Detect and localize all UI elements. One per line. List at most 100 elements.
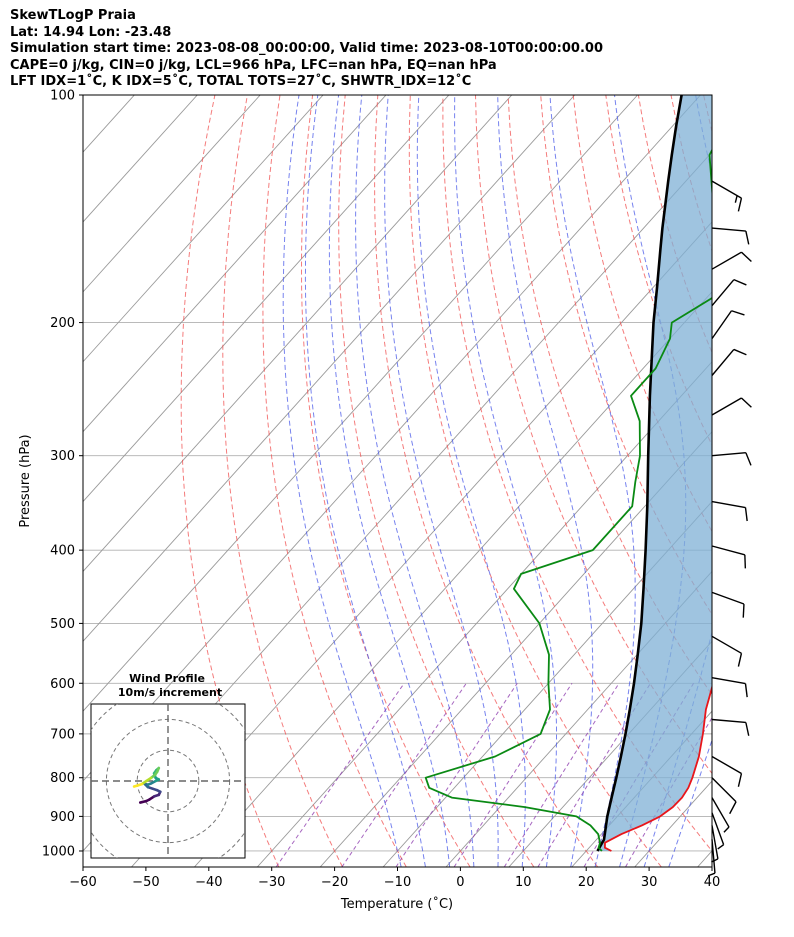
wind-barbs bbox=[707, 180, 752, 877]
wind-barb bbox=[711, 310, 745, 340]
isotherm bbox=[83, 95, 387, 433]
barb-staff bbox=[711, 349, 735, 376]
wind-barb bbox=[711, 677, 748, 698]
y-tick-label: 700 bbox=[50, 727, 75, 742]
wind-barb bbox=[711, 777, 737, 815]
moist-adiabat bbox=[304, 95, 426, 867]
barb-staff bbox=[711, 500, 746, 509]
x-tick-label: −60 bbox=[69, 875, 96, 890]
profile-layer bbox=[424, 95, 712, 852]
axes: −60 −50 −40 −30 −20 −10 0 10 20 30 40 100 200 300 400 5… bbox=[42, 89, 720, 891]
moist-adiabat bbox=[282, 95, 402, 867]
moist-adiabat bbox=[497, 95, 594, 867]
hodograph-plot bbox=[91, 704, 245, 858]
hodograph-ring bbox=[136, 749, 200, 813]
stability-line: CAPE=0 j/kg, CIN=0 j/kg, LCL=966 hPa, LF… bbox=[10, 57, 497, 73]
barb-half-flag bbox=[717, 844, 725, 850]
x-tick-label: 0 bbox=[456, 875, 464, 890]
moist-adiabat bbox=[355, 95, 475, 867]
barb-staff bbox=[711, 591, 745, 605]
barb-staff bbox=[711, 279, 735, 307]
y-tick-label: 1000 bbox=[42, 844, 75, 859]
mixing-ratio-line bbox=[503, 683, 620, 867]
barb-staff bbox=[711, 310, 733, 340]
wind-barb bbox=[711, 227, 750, 245]
dry-adiabat bbox=[222, 95, 343, 867]
barb-flag bbox=[740, 397, 752, 408]
wind-barb bbox=[707, 839, 716, 877]
y-tick-label: 300 bbox=[50, 449, 75, 464]
moist-adiabat bbox=[328, 95, 451, 867]
y-tick-label: 900 bbox=[50, 810, 75, 825]
moist-adiabat bbox=[549, 95, 636, 867]
dry-adiabat bbox=[338, 95, 535, 867]
hodograph-segment bbox=[132, 784, 139, 788]
time-line: Simulation start time: 2023-08-08_00:00:… bbox=[10, 41, 603, 56]
barb-flag bbox=[733, 279, 747, 286]
chart-title: SkewTLogP Praia bbox=[10, 8, 136, 23]
mixing-ratio-line bbox=[395, 683, 518, 867]
barb-staff bbox=[711, 545, 746, 556]
dry-adiabat bbox=[703, 95, 712, 134]
isotherm bbox=[319, 430, 712, 867]
barb-flag bbox=[737, 653, 743, 667]
isotherm bbox=[83, 95, 261, 293]
wind-barb bbox=[711, 500, 748, 522]
mixing-ratio-line bbox=[453, 683, 573, 867]
dry-adiabat bbox=[507, 95, 712, 696]
index-line: LFT IDX=1˚C, K IDX=5˚C, TOTAL TOTS=27˚C,… bbox=[10, 74, 472, 89]
barb-half-flag bbox=[734, 195, 738, 203]
barb-flag bbox=[733, 348, 747, 356]
x-tick-label: 20 bbox=[578, 875, 595, 890]
barb-staff bbox=[711, 180, 742, 199]
dewpoint-line bbox=[424, 148, 712, 852]
barb-staff bbox=[711, 797, 730, 828]
isotherm bbox=[194, 291, 712, 867]
barb-flag bbox=[744, 507, 748, 522]
dry-adiabat bbox=[442, 95, 712, 852]
moist-adiabat bbox=[668, 738, 712, 867]
barb-staff bbox=[711, 812, 725, 845]
x-tick-label: −50 bbox=[132, 875, 159, 890]
x-tick-label: 10 bbox=[515, 875, 532, 890]
moist-adiabat bbox=[384, 95, 499, 867]
x-tick-label: 40 bbox=[704, 875, 721, 890]
x-tick-label: −40 bbox=[195, 875, 222, 890]
mixing-ratio-line bbox=[341, 683, 467, 867]
barb-flag bbox=[737, 773, 743, 787]
y-tick-label: 200 bbox=[50, 316, 75, 331]
y-tick-label: 600 bbox=[50, 677, 75, 692]
barb-staff bbox=[711, 452, 746, 457]
isotherm bbox=[445, 570, 712, 867]
wind-barb bbox=[711, 718, 750, 736]
y-tick-label: 800 bbox=[50, 771, 75, 786]
isotherm bbox=[83, 95, 576, 642]
barb-flag bbox=[731, 310, 745, 316]
x-tick-label: −10 bbox=[384, 875, 411, 890]
dry-adiabat bbox=[300, 95, 471, 867]
barb-flag bbox=[745, 452, 752, 466]
barb-staff bbox=[711, 251, 742, 270]
wind-barb bbox=[711, 797, 730, 833]
dry-adiabat bbox=[769, 95, 794, 867]
moist-adiabat bbox=[416, 95, 526, 867]
y-tick-label: 500 bbox=[50, 617, 75, 632]
barb-staff bbox=[711, 777, 737, 803]
barb-half-flag bbox=[707, 872, 716, 877]
cin-shading bbox=[597, 95, 712, 851]
y-tick-label: 400 bbox=[50, 544, 75, 559]
barb-staff bbox=[711, 677, 746, 685]
isotherm bbox=[83, 95, 513, 573]
chart-header: SkewTLogP Praia Lat: 14.94 Lon: -23.48 S… bbox=[10, 8, 603, 91]
isotherm bbox=[382, 500, 712, 867]
isotherm bbox=[256, 361, 712, 867]
parcel-profile-line bbox=[596, 95, 683, 852]
wind-barb bbox=[711, 635, 743, 667]
wind-barb bbox=[711, 755, 743, 787]
wind-barb bbox=[711, 397, 752, 416]
dry-adiabat bbox=[736, 95, 794, 867]
barb-staff bbox=[711, 718, 746, 724]
barb-staff bbox=[711, 227, 746, 232]
barb-staff bbox=[711, 635, 742, 654]
